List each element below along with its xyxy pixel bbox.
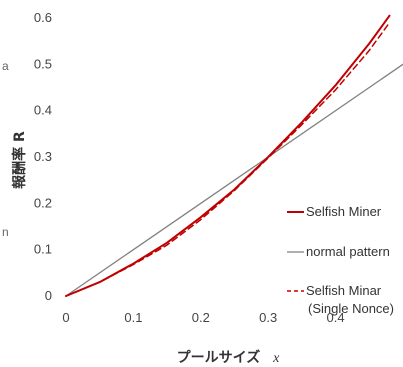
y-axis-ticks: 0 0.1 0.2 0.3 0.4 0.5 0.6 — [34, 10, 52, 303]
legend-label: Selfish Minar — [306, 283, 382, 298]
x-tick-label: 0 — [62, 310, 69, 325]
y-tick-label: 0.2 — [34, 195, 52, 210]
x-axis-label: プールサイズ x — [177, 349, 280, 366]
legend-label: normal pattern — [306, 244, 390, 259]
y-tick-label: 0.5 — [34, 56, 52, 71]
legend-item: Selfish Miner — [287, 204, 382, 219]
y-tick-label: 0.3 — [34, 149, 52, 164]
legend-item: normal pattern — [287, 244, 390, 259]
y-tick-label: 0 — [45, 288, 52, 303]
y-tick-label: 0.6 — [34, 10, 52, 25]
legend-label: Selfish Miner — [306, 204, 382, 219]
x-axis-label-text: プールサイズ — [177, 349, 261, 366]
x-axis-ticks: 0 0.1 0.2 0.3 0.4 — [62, 310, 344, 325]
left-edge-fragment-n: n — [2, 225, 9, 239]
series-layer — [65, 14, 403, 297]
y-axis-label: 報酬率 R — [11, 131, 28, 189]
x-tick-label: 0.4 — [327, 310, 345, 325]
y-tick-label: 0.4 — [34, 103, 52, 118]
legend-label: (Single Nonce) — [308, 301, 394, 316]
series-line-selfish-minar-single-nonce — [65, 21, 391, 297]
left-edge-fragment-a: a — [2, 59, 9, 73]
x-tick-label: 0.3 — [259, 310, 277, 325]
y-tick-label: 0.1 — [34, 242, 52, 257]
legend: Selfish Miner normal pattern Selfish Minar… — [287, 204, 394, 316]
x-tick-label: 0.2 — [192, 310, 210, 325]
x-tick-label: 0.1 — [124, 310, 142, 325]
x-axis-label-symbol: x — [272, 351, 280, 366]
series-line-normal-pattern — [65, 63, 403, 297]
legend-item: Selfish Minar (Single Nonce) — [287, 283, 394, 316]
